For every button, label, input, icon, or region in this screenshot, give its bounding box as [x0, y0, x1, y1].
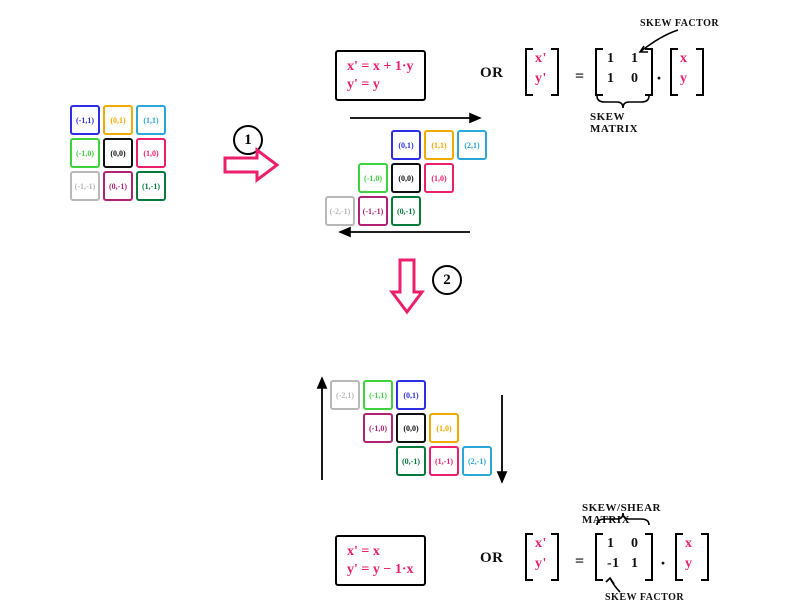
vector-entry: x' [535, 51, 547, 67]
grid-cell: (-1,1) [363, 380, 393, 410]
equation-line: x' = x + 1·y [347, 58, 414, 76]
grid-cell: (1,1) [136, 105, 166, 135]
grid-cell: (1,-1) [136, 171, 166, 201]
grid-cell: (-1,-1) [358, 196, 388, 226]
or-label: OR [480, 550, 504, 567]
equation-box: x' = x + 1·yy' = y [335, 50, 426, 101]
vector-entry: x' [535, 536, 547, 552]
equation-line: y' = y [347, 76, 414, 94]
math-symbol: = [575, 553, 585, 571]
matrix-entry: 1 [607, 51, 615, 67]
or-label: OR [480, 65, 504, 82]
matrix-entry: 1 [631, 51, 639, 67]
step-badge: 2 [432, 265, 462, 295]
grid-cell: (-1,-1) [70, 171, 100, 201]
grid-cell: (-2,1) [330, 380, 360, 410]
grid-cell: (-1,1) [70, 105, 100, 135]
factor-label: SKEW FACTOR [640, 18, 719, 29]
matrix-entry: -1 [607, 556, 620, 572]
math-symbol: · [660, 553, 667, 574]
grid-cell: (0,0) [103, 138, 133, 168]
vector-entry: y' [535, 556, 547, 572]
matrix-label: SKEW/SHEAR MATRIX [582, 503, 661, 526]
vector-entry: y' [535, 71, 547, 87]
matrix-entry: 1 [631, 556, 639, 572]
grid-cell: (1,0) [424, 163, 454, 193]
step-badge: 1 [233, 125, 263, 155]
vector-entry: x [680, 51, 688, 67]
vector-entry: y [680, 71, 688, 87]
grid-cell: (2,1) [457, 130, 487, 160]
math-symbol: · [656, 68, 663, 89]
vector-entry: y [685, 556, 693, 572]
grid-cell: (-1,0) [363, 413, 393, 443]
grid-cell: (0,1) [103, 105, 133, 135]
grid-cell: (-1,0) [358, 163, 388, 193]
grid-cell: (0,0) [396, 413, 426, 443]
step-arrow [392, 260, 422, 312]
matrix-entry: 1 [607, 71, 615, 87]
matrix-entry: 0 [631, 536, 639, 552]
grid-cell: (0,-1) [396, 446, 426, 476]
grid-cell: (-2,-1) [325, 196, 355, 226]
grid-cell: (0,1) [391, 130, 421, 160]
grid-cell: (0,1) [396, 380, 426, 410]
matrix-entry: 1 [607, 536, 615, 552]
grid-cell: (2,-1) [462, 446, 492, 476]
equation-box: x' = xy' = y − 1·x [335, 535, 426, 586]
grid-cell: (1,0) [136, 138, 166, 168]
math-symbol: = [575, 68, 585, 86]
matrix-entry: 0 [631, 71, 639, 87]
vector-entry: x [685, 536, 693, 552]
equation-line: x' = x [347, 543, 414, 561]
grid-cell: (0,-1) [391, 196, 421, 226]
grid-cell: (0,0) [391, 163, 421, 193]
equation-line: y' = y − 1·x [347, 561, 414, 579]
grid-cell: (1,-1) [429, 446, 459, 476]
factor-label: SKEW FACTOR [605, 592, 684, 603]
grid-cell: (-1,0) [70, 138, 100, 168]
grid-cell: (1,1) [424, 130, 454, 160]
grid-cell: (1,0) [429, 413, 459, 443]
grid-cell: (0,-1) [103, 171, 133, 201]
matrix-label: SKEW MATRIX [590, 112, 638, 135]
